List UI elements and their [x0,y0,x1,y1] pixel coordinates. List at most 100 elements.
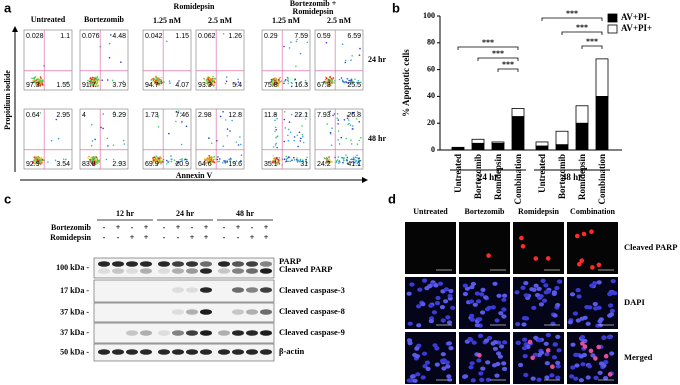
event-dot [273,83,275,85]
event-dot [330,80,332,82]
flow-plot: 7.93 26.8 24.2 41.1 [314,108,364,170]
event-dot [157,126,160,128]
blot-band [218,268,230,274]
nucleus [586,364,593,369]
event-dot [274,157,276,159]
red-signal [486,253,491,258]
nucleus [492,346,498,351]
event-dot [36,159,38,161]
nucleus [434,362,440,367]
event-dot [240,160,242,163]
blot-band [172,349,184,355]
event-dot [360,136,362,139]
nucleus [494,318,500,323]
event-dot [278,163,281,165]
event-dot [343,157,346,159]
quadrant-value: 97.3 [26,82,40,89]
event-dot [93,159,96,162]
event-dot [296,157,298,159]
blot-band [246,261,258,267]
event-dot [95,83,98,85]
nucleus [579,335,586,340]
event-dot [336,113,339,115]
quadrant-value: 1.26 [228,33,242,40]
nucleus [573,352,579,357]
nucleus [609,290,615,295]
event-dot [175,120,177,123]
event-dot [122,80,125,83]
event-dot [302,159,304,161]
event-dot [352,125,354,127]
nucleus [537,295,543,300]
event-dot [323,80,326,83]
event-dot [112,144,115,146]
event-dot [283,82,285,85]
event-dot [305,112,308,115]
nucleus [603,360,609,365]
nucleus [593,306,599,311]
event-dot [329,159,331,161]
event-dot [290,41,292,43]
event-dot [344,61,347,64]
quadrant-value: 5.4 [232,82,242,89]
nucleus [572,311,579,316]
event-dot [295,82,298,84]
nucleus [414,346,420,351]
nucleus [557,279,563,284]
event-dot [273,160,275,162]
image-bg [513,277,564,329]
event-dot [208,84,211,87]
quadrant-value: 26.8 [347,112,361,119]
nucleus [499,344,505,349]
event-dot [276,84,278,87]
treatment-sign: - [237,233,240,242]
event-dot [151,161,154,163]
event-dot [359,81,362,84]
event-dot [358,157,360,159]
event-dot [154,76,157,78]
event-dot [209,157,211,160]
red-signal [581,231,587,237]
treatment-sign: + [264,223,269,232]
event-dot [326,80,329,82]
quadrant-value: 19.6 [228,161,242,168]
event-dot [287,134,289,137]
event-dot [93,161,96,164]
event-dot [222,33,225,35]
event-dot [350,59,352,61]
blot-band [112,261,124,267]
nucleus [540,278,546,283]
nucleus [490,305,496,310]
event-dot [91,160,93,163]
panel-letter: a [4,0,12,15]
micrograph [459,222,510,274]
event-dot [338,162,340,164]
event-dot [329,110,331,113]
event-dot [229,130,231,132]
event-dot [337,156,340,158]
row-label: Cleaved PARP [624,242,677,252]
event-dot [350,81,353,83]
event-dot [94,78,97,81]
panel-letter: d [388,191,396,206]
treatment-sign: + [190,233,195,242]
flow-plot: 2.98 12.8 64.6 19.6 [195,108,245,170]
event-dot [158,79,160,81]
event-dot [328,79,330,81]
quadrant-value: 0.042 [145,33,163,40]
blot-band [158,268,170,274]
event-dot [346,156,349,159]
blot-band [232,309,244,315]
event-dot [237,78,239,81]
event-dot [287,128,290,131]
nucleus [475,299,482,304]
time-label: 24 hr [176,209,194,218]
event-dot [62,158,65,160]
nucleus [440,318,446,323]
event-dot [278,157,281,159]
nucleus [471,340,477,345]
nucleus [446,374,452,379]
nucleus [543,290,549,295]
event-dot [275,80,278,83]
event-dot [345,158,348,161]
